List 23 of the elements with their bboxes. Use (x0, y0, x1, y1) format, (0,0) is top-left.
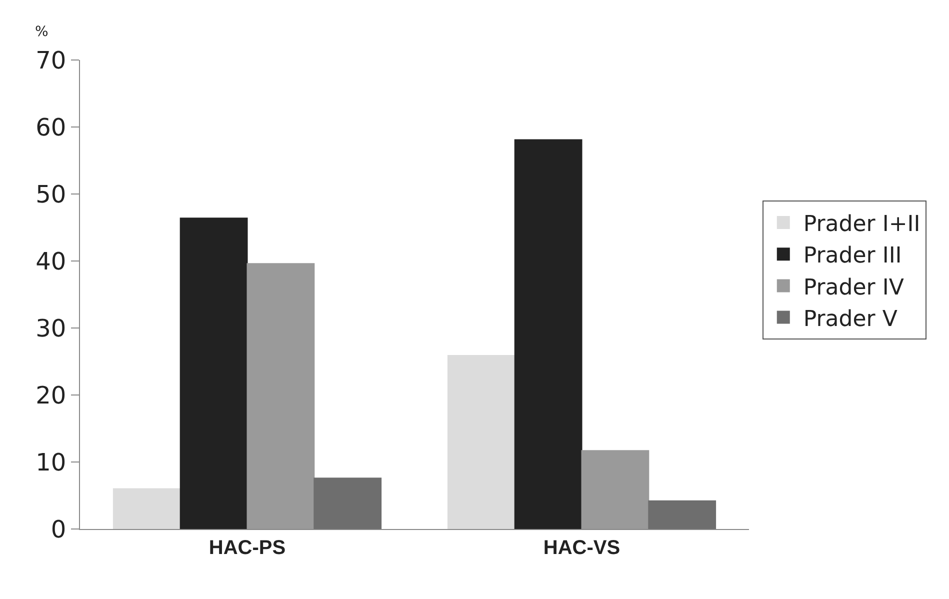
x-tick-label: HAC-PS (208, 537, 286, 559)
legend-label: Prader V (803, 306, 898, 332)
y-tick-label: 10 (36, 448, 66, 476)
y-tick-label: 50 (36, 180, 66, 208)
bar (447, 354, 516, 529)
y-tick-label: 30 (36, 314, 66, 342)
bar (180, 218, 248, 529)
y-tick-label: 40 (36, 247, 66, 276)
legend-label: Prader I+II (803, 212, 920, 238)
y-tick-label: 60 (36, 113, 66, 142)
bar (648, 500, 716, 529)
bar (246, 263, 315, 529)
bar (581, 450, 650, 529)
bar (112, 488, 181, 529)
y-axis-title: % (35, 24, 48, 40)
legend-label: Prader III (803, 244, 902, 269)
bar (514, 139, 582, 529)
y-tick-label: 20 (36, 381, 66, 410)
legend-label: Prader IV (803, 275, 904, 300)
x-tick-label: HAC-VS (543, 537, 620, 559)
bar (314, 478, 382, 529)
y-tick-label: 0 (50, 515, 66, 544)
y-tick-label: 70 (36, 46, 66, 74)
